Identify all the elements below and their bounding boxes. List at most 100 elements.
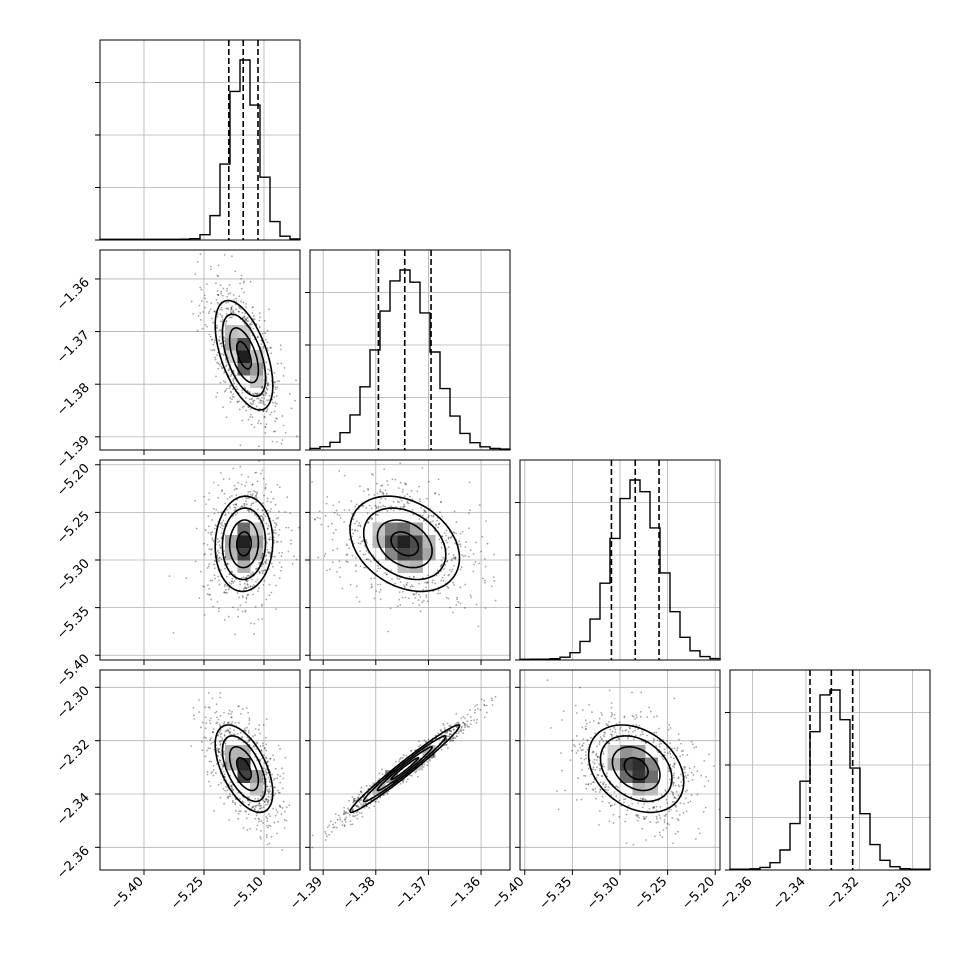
sample-point [448, 724, 451, 727]
sample-point [679, 755, 682, 758]
sample-point [601, 775, 603, 778]
sample-point [263, 801, 266, 803]
sample-point [220, 290, 223, 293]
sample-point [663, 815, 666, 817]
sample-point [262, 402, 265, 405]
sample-point [320, 523, 323, 526]
sample-point [415, 592, 417, 595]
sample-point [361, 803, 364, 806]
sample-point [409, 495, 412, 498]
hist-panel-0 [95, 39, 301, 241]
sample-point [356, 817, 359, 820]
sample-point [583, 774, 585, 777]
sample-point [227, 795, 230, 798]
sample-point [206, 749, 208, 752]
sample-point [284, 756, 287, 759]
sample-point [227, 293, 230, 295]
sample-point [214, 356, 216, 359]
sample-point [448, 573, 450, 576]
sample-point [360, 803, 362, 805]
sample-point [490, 697, 493, 700]
sample-point [426, 760, 429, 763]
sample-point [432, 515, 435, 518]
sample-point [635, 724, 638, 726]
sample-point [270, 591, 273, 594]
sample-point [596, 756, 599, 759]
sample-point [234, 506, 237, 509]
sample-point [333, 511, 336, 514]
sample-point [199, 570, 202, 573]
sample-point [592, 750, 594, 753]
sample-point [262, 394, 265, 397]
sample-point [422, 599, 425, 602]
sample-point [355, 503, 358, 506]
sample-point [669, 756, 672, 759]
sample-point [301, 393, 303, 395]
sample-point [276, 380, 279, 383]
sample-point [211, 538, 214, 541]
sample-point [205, 737, 207, 739]
sample-point [671, 791, 674, 794]
sample-point [645, 839, 647, 841]
sample-point [276, 417, 278, 420]
sample-point [229, 507, 232, 509]
sample-point [223, 525, 226, 527]
sample-point [274, 792, 277, 795]
sample-point [272, 401, 274, 404]
sample-point [263, 404, 266, 406]
sample-point [653, 806, 655, 809]
sample-point [267, 776, 270, 779]
sample-point [351, 528, 354, 531]
sample-point [213, 339, 216, 342]
sample-point [590, 773, 593, 776]
sample-point [707, 779, 710, 782]
sample-point [264, 426, 267, 429]
sample-point [238, 798, 241, 800]
sample-point [274, 420, 277, 423]
sample-point [376, 570, 379, 572]
sample-point [493, 580, 496, 582]
sample-point [227, 721, 230, 724]
sample-point [217, 749, 220, 752]
sample-point [385, 492, 388, 495]
sample-point [262, 799, 265, 802]
sample-point [379, 583, 382, 586]
sample-point [665, 827, 668, 829]
sample-point [222, 788, 225, 790]
density-cell [397, 547, 411, 561]
sample-point [256, 336, 259, 338]
sample-point [663, 821, 666, 823]
sample-point [403, 495, 406, 498]
sample-point [658, 743, 661, 746]
sample-point [267, 383, 269, 386]
sample-point [231, 577, 234, 580]
sample-point [199, 318, 202, 321]
sample-point [653, 835, 656, 838]
sample-point [365, 558, 368, 561]
sample-point [359, 550, 362, 553]
sample-point [249, 827, 251, 830]
sample-point [249, 323, 252, 326]
sample-point [695, 746, 698, 748]
sample-point [373, 597, 376, 600]
sample-point [254, 580, 257, 583]
sample-point [239, 444, 242, 447]
sample-point [215, 703, 218, 706]
sample-point [244, 397, 247, 399]
sample-point [208, 593, 211, 596]
sample-point [354, 565, 357, 567]
sample-point [294, 399, 296, 402]
sample-point [472, 553, 475, 555]
sample-point [626, 809, 629, 812]
sample-point [264, 332, 267, 334]
sample-point [213, 574, 216, 577]
sample-point [455, 735, 458, 738]
sample-point [295, 379, 297, 382]
sample-point [203, 736, 206, 739]
sample-point [198, 597, 201, 600]
sample-point [231, 395, 234, 398]
sample-point [244, 318, 247, 321]
sample-point [693, 746, 696, 749]
sample-point [666, 739, 669, 742]
sample-point [466, 720, 469, 723]
